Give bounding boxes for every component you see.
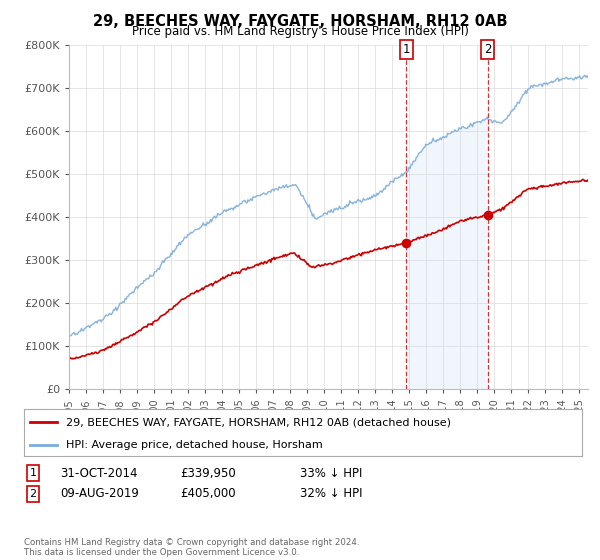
Text: 2: 2: [484, 43, 491, 55]
Text: Contains HM Land Registry data © Crown copyright and database right 2024.
This d: Contains HM Land Registry data © Crown c…: [24, 538, 359, 557]
Text: 29, BEECHES WAY, FAYGATE, HORSHAM, RH12 0AB (detached house): 29, BEECHES WAY, FAYGATE, HORSHAM, RH12 …: [66, 417, 451, 427]
Text: £339,950: £339,950: [180, 466, 236, 480]
Text: 2: 2: [29, 489, 37, 499]
Text: 1: 1: [29, 468, 37, 478]
Text: Price paid vs. HM Land Registry's House Price Index (HPI): Price paid vs. HM Land Registry's House …: [131, 25, 469, 38]
Text: £405,000: £405,000: [180, 487, 236, 501]
Text: 31-OCT-2014: 31-OCT-2014: [60, 466, 137, 480]
Text: 09-AUG-2019: 09-AUG-2019: [60, 487, 139, 501]
Text: 32% ↓ HPI: 32% ↓ HPI: [300, 487, 362, 501]
Text: 29, BEECHES WAY, FAYGATE, HORSHAM, RH12 0AB: 29, BEECHES WAY, FAYGATE, HORSHAM, RH12 …: [93, 14, 507, 29]
Text: HPI: Average price, detached house, Horsham: HPI: Average price, detached house, Hors…: [66, 440, 323, 450]
Text: 1: 1: [403, 43, 410, 55]
Text: 33% ↓ HPI: 33% ↓ HPI: [300, 466, 362, 480]
